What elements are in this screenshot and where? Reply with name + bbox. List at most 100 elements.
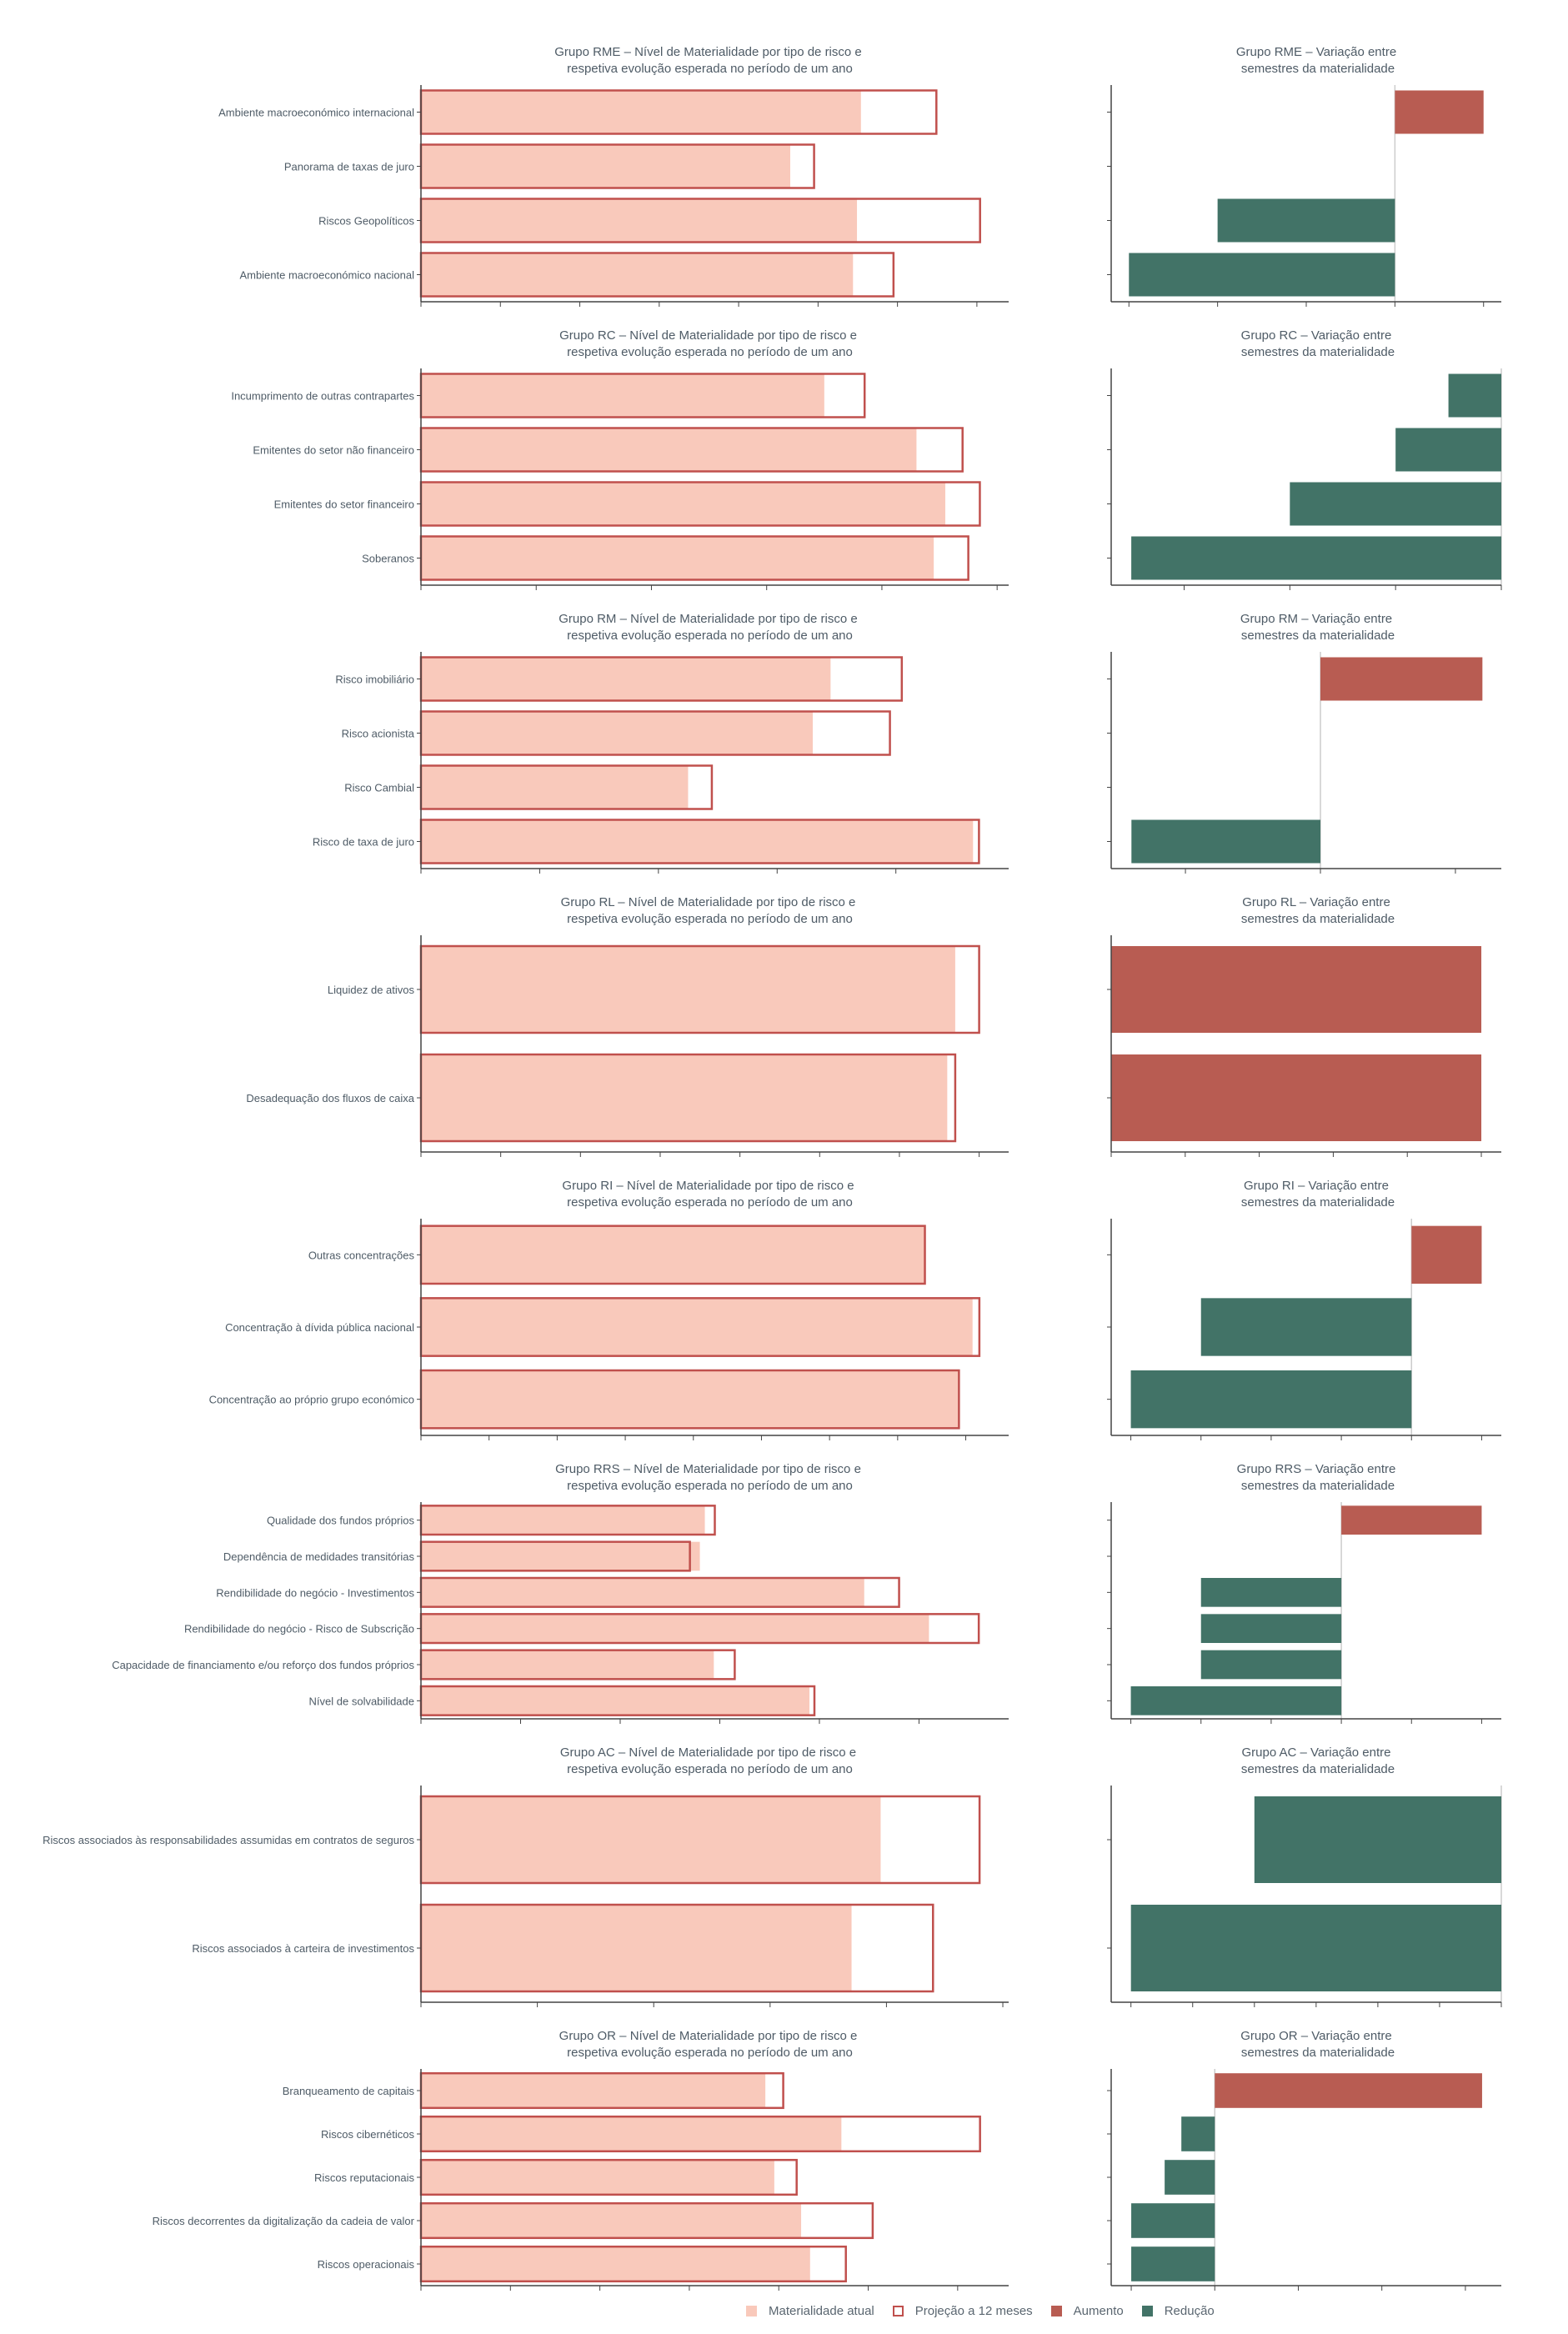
- category-label: Riscos reputacionais: [314, 2171, 414, 2184]
- bar-current: [421, 90, 861, 134]
- bar-decrease: [1131, 2203, 1215, 2238]
- category-label: Branqueamento de capitais: [283, 2085, 415, 2097]
- legend-swatch-increase: [1050, 2306, 1062, 2316]
- left-chart-title-line: respetiva evolução esperada no período d…: [567, 912, 853, 926]
- bar-increase: [1411, 1225, 1482, 1284]
- right-chart-title-line: semestres da materialidade: [1241, 1479, 1395, 1493]
- right-chart-title: Grupo RRS – Variação entre semestres da m…: [1237, 1462, 1396, 1493]
- right-chart-title: Grupo RI – Variação entre semestres da ma…: [1241, 1179, 1395, 1210]
- bar-decrease: [1181, 2116, 1215, 2151]
- bar-current: [421, 1370, 959, 1429]
- left-chart-title-line: Grupo AC – Nível de Materialidade por ti…: [560, 1745, 856, 1760]
- bar-decrease: [1131, 536, 1501, 580]
- group-or: Grupo OR – Nível de Materialidade por ti…: [153, 2029, 1501, 2291]
- bar-current: [421, 2073, 766, 2108]
- bar-decrease: [1254, 1796, 1501, 1883]
- group-ac: Grupo AC – Nível de Materialidade por ti…: [43, 1745, 1502, 2007]
- right-chart-title: Grupo RME – Variação entre semestres da m…: [1236, 45, 1396, 76]
- right-chart-title-line: semestres da materialidade: [1241, 912, 1395, 926]
- bar-decrease: [1131, 819, 1321, 864]
- bar-decrease: [1131, 2246, 1215, 2281]
- bar-current: [421, 198, 858, 243]
- bar-current: [421, 1686, 810, 1715]
- left-chart-title-line: respetiva evolução esperada no período d…: [567, 345, 853, 359]
- legend-label: Materialidade atual: [769, 2304, 874, 2318]
- category-label: Riscos operacionais: [318, 2258, 415, 2271]
- bar-current: [421, 1650, 714, 1680]
- bar-decrease: [1200, 1650, 1342, 1680]
- bar-current: [421, 2116, 842, 2151]
- group-rl: Grupo RL – Nível de Materialidade por ti…: [246, 895, 1501, 1157]
- bar-decrease: [1200, 1298, 1412, 1356]
- bar-current: [421, 1905, 852, 1991]
- right-chart-title-line: Grupo RC – Variação entre: [1241, 328, 1392, 343]
- category-label: Risco de taxa de juro: [313, 836, 414, 849]
- bar-current: [421, 819, 974, 864]
- right-chart-title: Grupo RC – Variação entre semestres da ma…: [1241, 328, 1395, 359]
- left-chart-title: Grupo RC – Nível de Materialidade por ti…: [559, 328, 857, 359]
- bar-decrease: [1395, 428, 1501, 472]
- category-label: Risco imobiliário: [335, 674, 414, 686]
- left-chart-title-line: Grupo RL – Nível de Materialidade por ti…: [561, 895, 856, 909]
- legend-label: Redução: [1164, 2304, 1215, 2318]
- category-label: Nível de solvabilidade: [309, 1695, 414, 1707]
- bar-increase: [1111, 1054, 1482, 1141]
- right-chart-title-line: semestres da materialidade: [1241, 1762, 1395, 1776]
- right-chart-title-line: semestres da materialidade: [1241, 2046, 1395, 2060]
- category-label: Qualidade dos fundos próprios: [267, 1515, 415, 1527]
- bar-increase: [1341, 1505, 1482, 1535]
- right-chart-title-line: Grupo RI – Variação entre: [1244, 1179, 1389, 1193]
- bar-decrease: [1448, 373, 1501, 418]
- legend-swatch-projection: [892, 2306, 904, 2316]
- bar-current: [421, 428, 917, 472]
- legend-swatch-decrease: [1141, 2306, 1153, 2316]
- bar-current: [421, 946, 955, 1033]
- bar-current: [421, 2160, 774, 2195]
- category-label: Riscos associados às responsabilidades a…: [43, 1834, 414, 1846]
- bar-current: [421, 2246, 810, 2281]
- category-label: Ambiente macroeconómico nacional: [239, 269, 414, 282]
- right-chart-title-line: semestres da materialidade: [1241, 1195, 1395, 1210]
- group-rme: Grupo RME – Nível de Materialidade por t…: [218, 45, 1501, 307]
- bar-decrease: [1165, 2160, 1215, 2195]
- left-chart-title-line: Grupo OR – Nível de Materialidade por ti…: [559, 2029, 858, 2043]
- bar-increase: [1320, 657, 1483, 701]
- left-chart-title-line: Grupo RME – Nível de Materialidade por t…: [554, 45, 862, 59]
- right-chart-title-line: semestres da materialidade: [1241, 345, 1395, 359]
- category-label: Ambiente macroeconómico internacional: [218, 107, 414, 119]
- category-label: Riscos associados à carteira de investim…: [192, 1942, 414, 1955]
- left-chart-title: Grupo RM – Nível de Materialidade por ti…: [559, 612, 858, 643]
- left-chart-title-line: respetiva evolução esperada no período d…: [567, 1762, 853, 1776]
- bar-current: [421, 2203, 802, 2238]
- left-chart-title: Grupo RL – Nível de Materialidade por ti…: [561, 895, 856, 926]
- bar-current: [421, 1578, 864, 1607]
- legend-item-increase: Aumento: [1050, 2304, 1124, 2318]
- bar-current: [421, 536, 934, 580]
- left-chart-title-line: Grupo RC – Nível de Materialidade por ti…: [559, 328, 857, 343]
- left-chart-title-line: Grupo RM – Nível de Materialidade por ti…: [559, 612, 858, 626]
- legend-swatch-current: [746, 2306, 757, 2316]
- bar-decrease: [1217, 198, 1395, 243]
- legend-item-decrease: Redução: [1141, 2304, 1215, 2318]
- left-chart-title: Grupo AC – Nível de Materialidade por ti…: [560, 1745, 856, 1776]
- bar-decrease: [1200, 1614, 1342, 1643]
- category-label: Risco acionista: [342, 728, 415, 740]
- bar-current: [421, 144, 791, 188]
- left-chart-title-line: Grupo RI – Nível de Materialidade por ti…: [562, 1179, 854, 1193]
- left-chart-title-line: respetiva evolução esperada no período d…: [567, 2046, 853, 2060]
- bar-current: [421, 253, 854, 297]
- left-chart-title-line: respetiva evolução esperada no período d…: [567, 62, 853, 76]
- bar-increase: [1111, 946, 1482, 1033]
- category-label: Concentração ao próprio grupo económico: [209, 1394, 414, 1406]
- bar-decrease: [1130, 1686, 1342, 1715]
- legend-item-projection: Projeção a 12 meses: [892, 2304, 1033, 2318]
- bar-current: [421, 1225, 925, 1284]
- bar-increase: [1215, 2073, 1482, 2108]
- right-chart-title: Grupo OR – Variação entre semestres da ma…: [1240, 2029, 1395, 2060]
- bar-decrease: [1130, 1905, 1501, 1991]
- category-label: Capacidade de financiamento e/ou reforço…: [112, 1659, 414, 1671]
- bar-current: [421, 1541, 700, 1571]
- category-label: Riscos decorrentes da digitalização da c…: [153, 2215, 415, 2227]
- right-chart-title-line: semestres da materialidade: [1241, 62, 1395, 76]
